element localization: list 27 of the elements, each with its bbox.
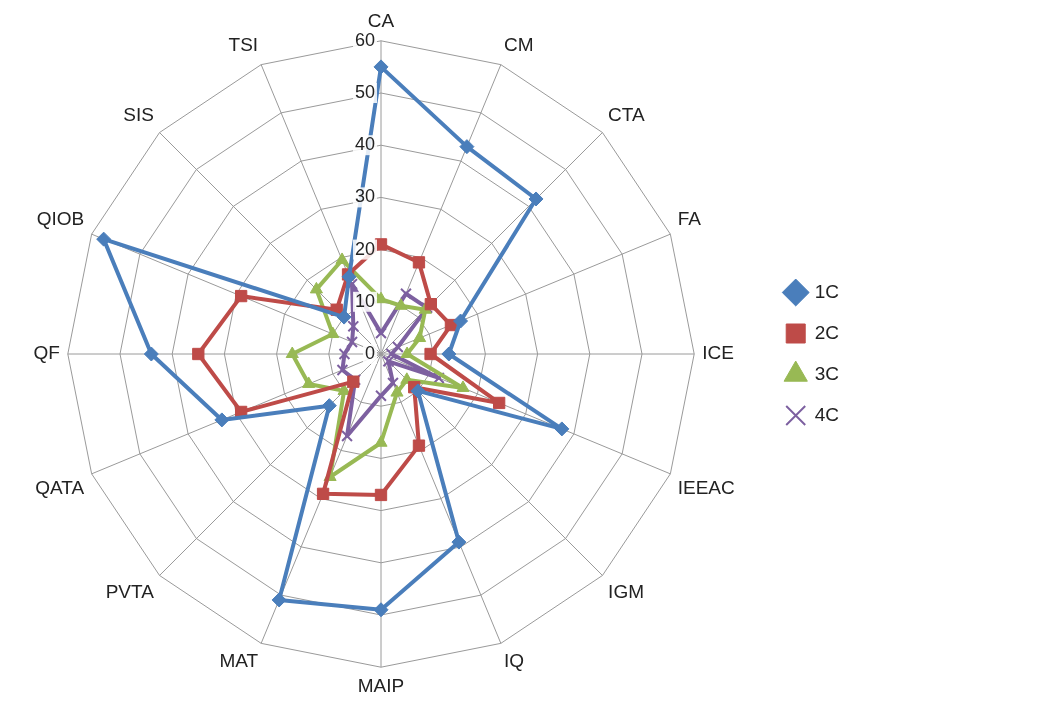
y-tick-label: 40 <box>354 134 375 155</box>
legend-label: 3C <box>814 362 840 384</box>
y-tick-label: 50 <box>354 81 375 102</box>
y-tick-label: 0 <box>364 342 375 363</box>
spoke-label: MAT <box>219 650 259 672</box>
y-tick-label: 10 <box>354 290 375 311</box>
y-tick-label: 30 <box>354 186 375 207</box>
spoke-label: FA <box>677 207 702 229</box>
legend-label: 2C <box>814 321 840 343</box>
spoke-label: CA <box>367 9 395 31</box>
spoke-label: ICE <box>702 342 734 364</box>
spoke-label: TSI <box>228 34 259 56</box>
spoke-label: SIS <box>123 103 154 125</box>
spoke-label: QF <box>33 342 60 364</box>
spoke-label: QATA <box>35 476 85 498</box>
spoke-label: MAIP <box>357 674 405 696</box>
spoke-label: IQ <box>503 650 524 672</box>
spoke-label: CTA <box>608 103 646 125</box>
spoke-label: QIOB <box>36 207 85 229</box>
spoke-label: IGM <box>608 580 645 602</box>
legend-label: 1C <box>814 280 840 302</box>
spoke-label: PVTA <box>105 580 155 602</box>
spoke-label: IEEAC <box>677 476 735 498</box>
y-tick-label: 20 <box>354 238 375 259</box>
legend-label: 4C <box>814 403 840 425</box>
y-tick-label: 60 <box>354 29 375 50</box>
spoke-label: CM <box>503 34 534 56</box>
